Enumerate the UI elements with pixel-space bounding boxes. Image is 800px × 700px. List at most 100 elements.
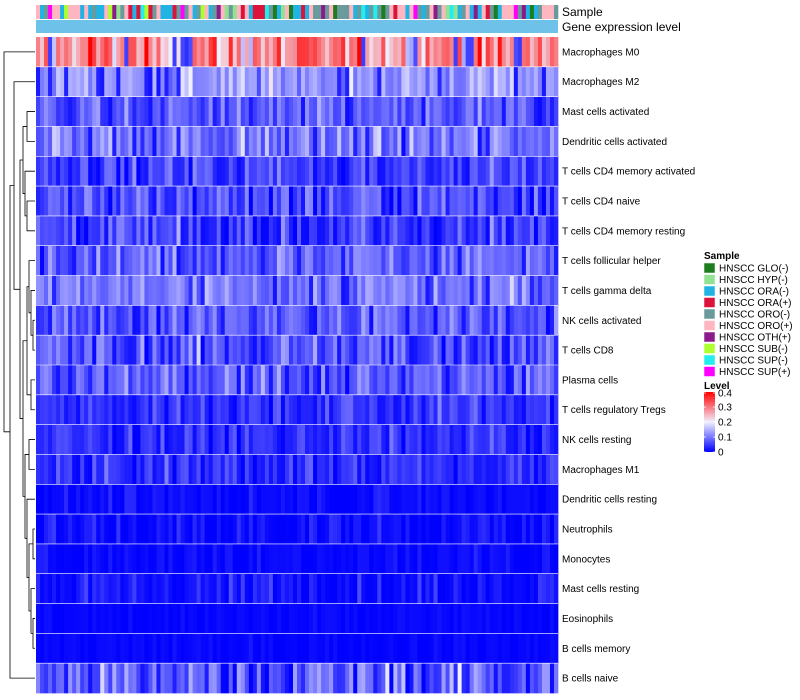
heatmap-cell	[200, 514, 205, 545]
heatmap-cell	[52, 305, 57, 336]
heatmap-cell	[68, 335, 73, 366]
heatmap-cell	[449, 514, 454, 545]
heatmap-cell	[188, 365, 193, 396]
heatmap-cell	[184, 275, 189, 306]
heatmap-cell	[148, 96, 153, 127]
heatmap-cell	[260, 573, 266, 604]
heatmap-cell	[152, 335, 157, 366]
heatmap-cell	[116, 663, 121, 694]
heatmap-cell	[236, 484, 242, 515]
heatmap-cell	[429, 186, 434, 217]
row-label: NK cells activated	[562, 316, 641, 327]
heatmap-cell	[84, 186, 89, 217]
heatmap-cell	[292, 37, 298, 68]
heatmap-cell	[481, 484, 487, 515]
heatmap-cell	[208, 156, 214, 187]
heatmap-cell	[40, 573, 45, 604]
heatmap-cell	[505, 365, 511, 396]
heatmap-cell	[292, 275, 298, 306]
heatmap-cell	[216, 275, 222, 306]
sample-legend-title: Sample	[704, 251, 740, 262]
heatmap-cell	[136, 186, 141, 217]
sample-annotation-cell	[104, 5, 109, 19]
heatmap-cell	[288, 573, 294, 604]
heatmap-cell	[409, 186, 414, 217]
sample-legend: Sample HNSCC GLO(-)HNSCC HYP(-)HNSCC ORA…	[703, 251, 793, 378]
heatmap-cell	[44, 633, 49, 664]
heatmap-cell	[112, 37, 117, 68]
heatmap-cell	[136, 275, 141, 306]
heatmap-cell	[272, 96, 278, 127]
heatmap-cell	[481, 454, 487, 485]
heatmap-cell	[48, 156, 53, 187]
heatmap-cell	[212, 215, 218, 247]
heatmap-cell	[365, 394, 370, 425]
heatmap-cell	[236, 543, 242, 575]
heatmap-cell	[545, 37, 551, 68]
heatmap-cell	[313, 633, 318, 664]
heatmap-cell	[268, 484, 274, 515]
heatmap-cell	[345, 543, 350, 575]
heatmap-cell	[321, 37, 326, 68]
heatmap-cell	[453, 424, 458, 455]
heatmap-cell	[349, 305, 354, 336]
heatmap-cell	[88, 633, 93, 664]
heatmap-cell	[317, 96, 322, 127]
heatmap-cell	[152, 126, 157, 157]
heatmap-cell	[509, 365, 515, 396]
heatmap-cell	[469, 394, 475, 425]
heatmap-cell	[204, 543, 210, 575]
heatmap-cell	[377, 245, 382, 276]
sample-annotation-cell	[377, 5, 382, 19]
heatmap-cell	[68, 66, 73, 97]
row-label: NK cells resting	[562, 435, 631, 446]
heatmap-cell	[413, 66, 418, 97]
heatmap-cell	[224, 424, 230, 455]
heatmap-cell	[84, 156, 89, 187]
heatmap-cell	[224, 126, 230, 157]
heatmap-cell	[321, 365, 326, 396]
heatmap-cell	[473, 215, 479, 247]
heatmap-cell	[385, 245, 390, 276]
heatmap-cell	[425, 424, 430, 455]
heatmap-cell	[160, 514, 165, 545]
heatmap-cell	[72, 66, 77, 97]
heatmap-cell	[545, 96, 551, 127]
heatmap-cell	[248, 215, 254, 247]
heatmap-cell	[96, 37, 101, 68]
heatmap-cell	[333, 156, 338, 187]
heatmap-cell	[305, 245, 310, 276]
heatmap-cell	[481, 215, 487, 247]
heatmap-cell	[477, 37, 483, 68]
heatmap-cell	[377, 37, 382, 68]
heatmap-cell	[389, 335, 394, 366]
heatmap-cell	[280, 633, 286, 664]
heatmap-cell	[457, 96, 462, 127]
heatmap-cell	[100, 484, 105, 515]
heatmap-cell	[260, 454, 266, 485]
heatmap-cell	[240, 66, 246, 97]
heatmap-cell	[272, 394, 278, 425]
heatmap-cell	[333, 424, 338, 455]
heatmap-cell	[505, 275, 511, 306]
heatmap-cell	[373, 37, 378, 68]
heatmap-cell	[365, 215, 370, 247]
heatmap-cell	[361, 305, 366, 336]
heatmap-cell	[52, 245, 57, 276]
heatmap-cell	[112, 394, 117, 425]
heatmap-cell	[132, 305, 137, 336]
heatmap-cell	[44, 37, 49, 68]
heatmap-cell	[96, 275, 101, 306]
heatmap-cell	[104, 305, 109, 336]
heatmap-cell	[301, 484, 306, 515]
heatmap-cell	[132, 186, 137, 217]
heatmap-cell	[297, 96, 302, 127]
heatmap-cell	[489, 543, 495, 575]
heatmap-cell	[381, 96, 386, 127]
heatmap-cell	[88, 454, 93, 485]
heatmap-cell	[180, 543, 185, 575]
heatmap-cell	[373, 245, 378, 276]
heatmap-cell	[140, 126, 145, 157]
heatmap-cell	[108, 603, 113, 634]
